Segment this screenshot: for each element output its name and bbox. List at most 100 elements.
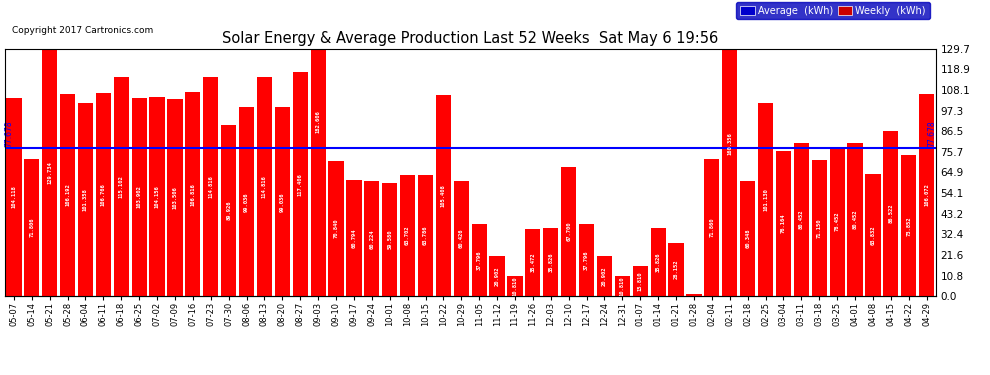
Text: 60.794: 60.794 xyxy=(351,228,356,248)
Bar xyxy=(329,161,344,296)
Text: 63.786: 63.786 xyxy=(423,226,428,245)
Text: 129.734: 129.734 xyxy=(48,161,52,184)
Text: 15.810: 15.810 xyxy=(638,272,643,291)
Bar xyxy=(132,98,147,296)
Text: 89.926: 89.926 xyxy=(226,201,231,220)
Bar xyxy=(382,183,397,296)
Bar xyxy=(830,147,844,296)
Bar xyxy=(776,151,791,296)
Text: 35.826: 35.826 xyxy=(655,252,660,272)
Text: 80.452: 80.452 xyxy=(852,210,857,229)
Bar xyxy=(508,276,523,296)
Text: 71.860: 71.860 xyxy=(710,218,715,237)
Text: 20.902: 20.902 xyxy=(602,267,607,286)
Text: 67.700: 67.700 xyxy=(566,222,571,242)
Text: 80.452: 80.452 xyxy=(799,210,804,229)
Text: 160.356: 160.356 xyxy=(728,132,733,154)
Bar xyxy=(722,0,738,296)
Text: 37.796: 37.796 xyxy=(584,251,589,270)
Bar xyxy=(167,99,182,296)
Bar xyxy=(453,181,469,296)
Bar xyxy=(6,98,22,296)
Bar xyxy=(883,131,898,296)
Text: 59.580: 59.580 xyxy=(387,230,392,249)
Text: 103.506: 103.506 xyxy=(172,186,177,209)
Text: 77.678: 77.678 xyxy=(928,120,937,147)
Text: 70.840: 70.840 xyxy=(334,219,339,239)
Bar xyxy=(149,98,164,296)
Text: 106.766: 106.766 xyxy=(101,183,106,206)
Bar xyxy=(633,266,647,296)
Text: 10.810: 10.810 xyxy=(620,276,625,296)
Bar xyxy=(544,228,558,296)
Bar xyxy=(275,107,290,296)
Bar xyxy=(203,77,219,296)
Bar xyxy=(650,228,665,296)
Text: 10.810: 10.810 xyxy=(513,276,518,296)
Text: 182.606: 182.606 xyxy=(316,111,321,134)
Text: 114.816: 114.816 xyxy=(208,176,213,198)
Text: 28.152: 28.152 xyxy=(673,260,678,279)
Legend: Average  (kWh), Weekly  (kWh): Average (kWh), Weekly (kWh) xyxy=(737,2,930,20)
Bar xyxy=(901,155,917,296)
Bar xyxy=(185,92,200,296)
Text: Copyright 2017 Cartronics.com: Copyright 2017 Cartronics.com xyxy=(12,26,153,35)
Text: 115.102: 115.102 xyxy=(119,175,124,198)
Bar xyxy=(96,93,111,296)
Bar xyxy=(704,159,720,296)
Text: 73.852: 73.852 xyxy=(906,216,911,236)
Bar xyxy=(346,180,361,296)
Bar xyxy=(239,107,254,296)
Bar xyxy=(78,103,93,296)
Bar xyxy=(471,224,487,296)
Text: 99.036: 99.036 xyxy=(280,192,285,211)
Title: Solar Energy & Average Production Last 52 Weeks  Sat May 6 19:56: Solar Energy & Average Production Last 5… xyxy=(222,31,719,46)
Text: 101.358: 101.358 xyxy=(83,188,88,211)
Bar xyxy=(615,276,630,296)
Bar xyxy=(114,76,129,296)
Bar xyxy=(561,167,576,296)
Bar xyxy=(311,0,326,296)
Text: 103.902: 103.902 xyxy=(137,186,142,209)
Text: 71.806: 71.806 xyxy=(30,218,35,237)
Text: 35.826: 35.826 xyxy=(548,252,553,272)
Text: 106.816: 106.816 xyxy=(190,183,195,206)
Text: 71.150: 71.150 xyxy=(817,219,822,238)
Bar xyxy=(847,143,862,296)
Text: 104.118: 104.118 xyxy=(12,186,17,208)
Bar xyxy=(812,160,827,296)
Bar xyxy=(256,77,272,296)
Bar xyxy=(43,49,57,296)
Bar xyxy=(418,174,433,296)
Bar xyxy=(741,181,755,296)
Text: 106.072: 106.072 xyxy=(924,184,929,206)
Bar xyxy=(489,256,505,296)
Text: 86.522: 86.522 xyxy=(888,204,893,224)
Bar xyxy=(758,103,773,296)
Bar xyxy=(597,256,612,296)
Text: 78.452: 78.452 xyxy=(835,211,840,231)
Bar xyxy=(919,94,935,296)
Bar xyxy=(221,124,237,296)
Bar xyxy=(293,72,308,296)
Text: 101.130: 101.130 xyxy=(763,188,768,211)
Bar xyxy=(686,294,702,296)
Text: 37.796: 37.796 xyxy=(477,251,482,270)
Text: 104.156: 104.156 xyxy=(154,186,159,208)
Bar xyxy=(60,94,75,296)
Bar xyxy=(436,95,451,296)
Text: 60.426: 60.426 xyxy=(458,229,463,248)
Text: 20.902: 20.902 xyxy=(495,267,500,286)
Text: 106.192: 106.192 xyxy=(65,183,70,206)
Bar xyxy=(526,228,541,296)
Text: 60.348: 60.348 xyxy=(745,229,750,248)
Text: 63.702: 63.702 xyxy=(405,226,410,245)
Text: 99.036: 99.036 xyxy=(245,192,249,211)
Text: 105.408: 105.408 xyxy=(441,184,446,207)
Text: 77.678: 77.678 xyxy=(4,120,13,147)
Text: 117.406: 117.406 xyxy=(298,173,303,196)
Text: 76.164: 76.164 xyxy=(781,214,786,233)
Bar xyxy=(579,224,594,296)
Bar xyxy=(400,175,415,296)
Bar xyxy=(364,182,379,296)
